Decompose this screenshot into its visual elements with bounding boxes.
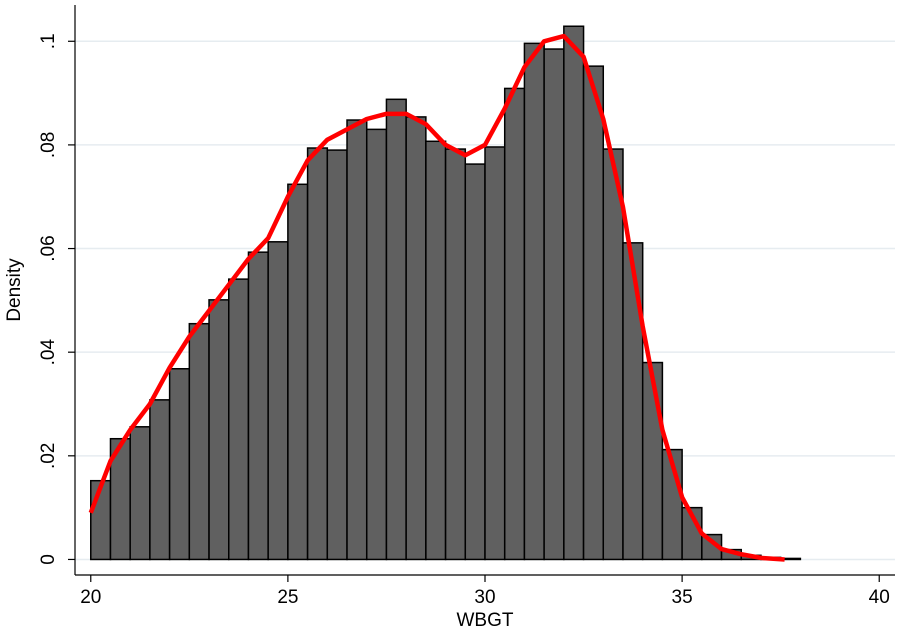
bar [425,140,447,561]
bar [287,183,309,561]
x-axis-title: WBGT [457,610,514,631]
bar [129,426,151,561]
bar [622,242,644,561]
bar [563,25,585,561]
bar [405,116,427,561]
bar [385,98,407,561]
y-axis-title: Density [4,258,25,322]
bar [188,322,210,561]
bar [208,299,230,561]
x-tick-label: 40 [869,587,890,608]
y-tick-label: .08 [38,132,59,158]
y-tick-label: .02 [38,443,59,469]
bar [168,368,191,561]
y-tick-label: .1 [38,33,59,49]
bar [641,361,664,561]
x-tick-label: 20 [80,587,101,608]
bar [464,163,486,561]
x-tick-label: 35 [672,587,693,608]
bar [444,148,467,561]
bar [523,42,545,561]
bar [543,48,565,561]
bar [267,241,289,561]
bar [306,147,329,561]
bar [326,149,348,561]
bar [247,251,269,561]
bar [484,146,506,561]
bar [365,128,388,561]
x-tick-label: 30 [474,587,495,608]
y-tick-label: .06 [38,235,59,261]
bar [346,119,368,561]
density-curve [88,33,785,562]
bar [503,87,526,561]
y-tick-label: .04 [38,339,59,366]
bar [149,399,171,561]
y-tick-label: 0 [38,554,59,565]
bar [228,278,250,561]
x-tick-label: 25 [277,587,298,608]
bar [602,148,624,561]
bar [582,65,605,561]
